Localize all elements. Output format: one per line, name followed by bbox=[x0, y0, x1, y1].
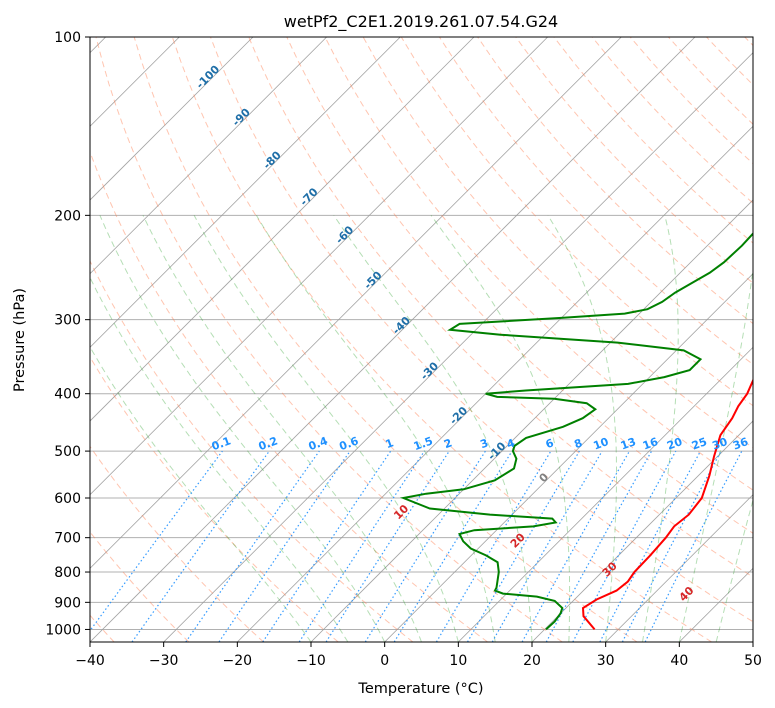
mixing-ratio-line bbox=[572, 450, 677, 642]
dry-adiabat-line bbox=[90, 356, 339, 642]
dry-adiabat-line bbox=[515, 37, 753, 284]
mixing-ratio-label: 0.2 bbox=[257, 434, 280, 453]
mixing-ratio-line bbox=[185, 450, 320, 642]
temperature-line bbox=[581, 378, 753, 631]
x-tick-label: 0 bbox=[380, 653, 389, 669]
x-tick-label: −20 bbox=[223, 653, 253, 669]
mixing-ratio-line bbox=[325, 450, 450, 642]
x-tick-label: −10 bbox=[296, 653, 326, 669]
mixing-ratio-label: 25 bbox=[690, 435, 709, 452]
mixing-ratio-label: 1 bbox=[384, 436, 396, 451]
mixing-ratio-line bbox=[644, 450, 743, 642]
isotherm-line bbox=[310, 199, 753, 642]
x-tick-label: −30 bbox=[149, 653, 179, 669]
y-tick-label: 800 bbox=[54, 565, 81, 581]
isotherm-line bbox=[458, 346, 753, 642]
isotherm-line bbox=[531, 420, 753, 642]
dry-adiabat-line bbox=[95, 37, 563, 642]
y-tick-label: 200 bbox=[54, 208, 81, 224]
mixing-ratio-line bbox=[90, 450, 223, 632]
isotherm-line bbox=[90, 37, 696, 642]
x-tick-label: 30 bbox=[597, 653, 615, 669]
y-tick-label: 300 bbox=[54, 313, 81, 329]
mixing-ratio-label: 13 bbox=[619, 435, 638, 452]
profile-lines bbox=[399, 232, 753, 631]
y-tick-label: 1000 bbox=[45, 622, 81, 638]
y-tick-label: 600 bbox=[54, 491, 81, 507]
dry-adiabat-line bbox=[90, 259, 414, 642]
isotherm-line bbox=[90, 37, 548, 496]
dry-adiabat-line bbox=[90, 445, 264, 642]
mixing-ratio-line bbox=[218, 450, 351, 642]
mixing-ratio-line bbox=[545, 450, 653, 642]
mixing-ratio-label: 20 bbox=[665, 435, 684, 453]
moist-adiabat-line bbox=[430, 215, 571, 642]
isotherm-line bbox=[90, 37, 401, 348]
y-axis-title: Pressure (hPa) bbox=[12, 288, 28, 392]
mixing-ratio-line bbox=[262, 450, 392, 642]
dry-adiabat-line bbox=[248, 37, 753, 578]
mixing-ratio-label: 8 bbox=[572, 436, 584, 451]
y-tick-label: 900 bbox=[54, 595, 81, 611]
y-axis: 100 200 300 400 500 600 700 800 900 1000 bbox=[45, 30, 90, 638]
dry-adiabat-line bbox=[286, 37, 753, 534]
plot-frame bbox=[89, 36, 754, 643]
isotherm-line bbox=[237, 125, 753, 642]
dry-adiabat-line bbox=[324, 37, 753, 491]
mixing-ratio-label: 1.5 bbox=[412, 434, 435, 453]
isotherm-line bbox=[752, 641, 753, 642]
x-tick-label: 20 bbox=[523, 653, 541, 669]
isotherm-line bbox=[163, 52, 753, 642]
moist-adiabat-line bbox=[642, 215, 679, 642]
mixing-ratio-label: 16 bbox=[641, 435, 660, 453]
dry-adiabat-line bbox=[210, 37, 753, 623]
x-axis: −40 −30 −20 −10 0 10 20 30 40 50 bbox=[75, 642, 762, 669]
dewpoint-line bbox=[399, 232, 753, 631]
mixing-ratio-label: 0.4 bbox=[307, 434, 330, 453]
mixing-ratio-label: 36 bbox=[731, 435, 750, 453]
mixing-ratio-label: 10 bbox=[592, 435, 611, 453]
mixing-ratio-label: 2 bbox=[442, 436, 454, 451]
chart-title: wetPf2_C2E1.2019.261.07.54.G24 bbox=[284, 12, 558, 32]
y-tick-label: 400 bbox=[54, 387, 81, 403]
isotherm-line bbox=[90, 37, 475, 422]
mixing-ratio-label: 3 bbox=[478, 436, 490, 451]
isotherm-line bbox=[90, 37, 327, 275]
dry-adiabat-line bbox=[133, 37, 638, 642]
mixing-ratio-label: 30 bbox=[710, 435, 729, 453]
background-lines bbox=[90, 37, 753, 642]
isotherm-line bbox=[90, 37, 622, 569]
mixing-ratio-label: 4 bbox=[505, 436, 517, 451]
mixing-ratio-line bbox=[393, 450, 513, 642]
moist-adiabat-line bbox=[90, 345, 312, 642]
isotherm-line bbox=[90, 37, 254, 201]
x-tick-label: 40 bbox=[670, 653, 688, 669]
mixing-ratio-line bbox=[298, 450, 425, 642]
y-tick-label: 100 bbox=[54, 30, 81, 46]
mixing-ratio-label: 0.1 bbox=[210, 434, 233, 453]
x-tick-label: 10 bbox=[449, 653, 467, 669]
x-axis-title: Temperature (°C) bbox=[357, 681, 483, 697]
moist-adiabat-line bbox=[333, 215, 533, 642]
dry-adiabat-line bbox=[171, 37, 712, 642]
moist-adiabat-line bbox=[142, 215, 422, 642]
mixing-ratio-label: 0.6 bbox=[338, 434, 361, 453]
isotherm-line bbox=[605, 494, 753, 642]
y-tick-label: 500 bbox=[54, 444, 81, 460]
x-tick-label: 50 bbox=[744, 653, 762, 669]
isotherm-line bbox=[384, 273, 753, 642]
x-tick-label: −40 bbox=[75, 653, 105, 669]
mixing-ratio-line bbox=[131, 450, 270, 642]
plot-background bbox=[90, 37, 753, 642]
moist-adiabat-line bbox=[678, 265, 753, 642]
moist-adiabat-line bbox=[547, 215, 617, 642]
mixing-ratio-label: 6 bbox=[544, 436, 556, 451]
y-tick-label: 700 bbox=[54, 531, 81, 547]
mixing-ratio-line bbox=[521, 450, 631, 642]
moist-adiabat-line bbox=[193, 215, 459, 642]
moist-adiabat-line bbox=[99, 215, 386, 642]
